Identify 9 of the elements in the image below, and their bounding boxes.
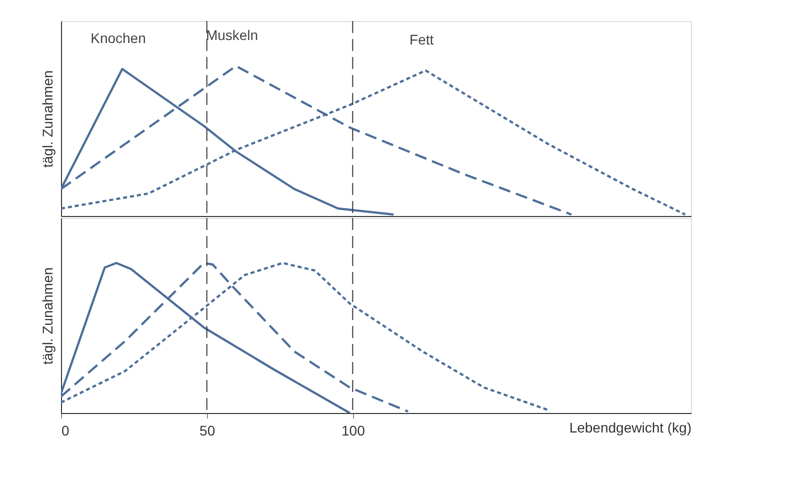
text: Muskeln xyxy=(206,27,258,43)
series-label: Fett xyxy=(410,32,434,48)
y-axis-title: tägl. Zunahmen xyxy=(40,267,56,365)
x-tick-label: 100 xyxy=(341,422,366,438)
x-axis-title: Lebendgewicht (kg) xyxy=(569,420,692,436)
y-axis-title: tägl. Zunahmen xyxy=(40,70,56,168)
x-tick-label: 50 xyxy=(200,422,216,438)
text: Knochen xyxy=(90,30,146,46)
x-tick-label: 0 xyxy=(62,422,70,438)
